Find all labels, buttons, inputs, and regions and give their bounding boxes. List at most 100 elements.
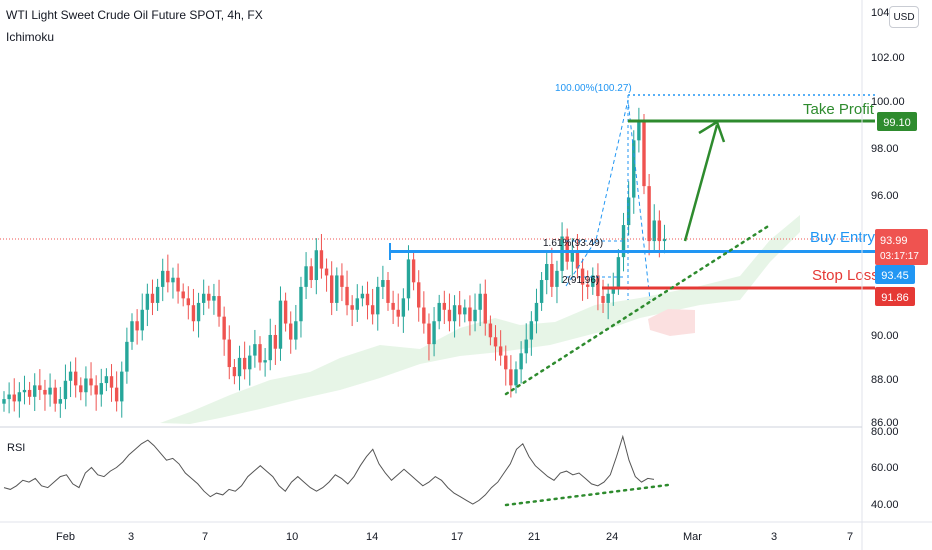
candle-body[interactable]: [273, 334, 278, 349]
candle-body[interactable]: [488, 323, 493, 338]
candle-body[interactable]: [360, 293, 365, 299]
candle-body[interactable]: [391, 302, 395, 310]
candle-body[interactable]: [140, 309, 144, 331]
candle[interactable]: [457, 291, 462, 327]
candle[interactable]: [519, 341, 523, 384]
candle[interactable]: [191, 288, 196, 332]
candle[interactable]: [376, 276, 380, 331]
candle[interactable]: [447, 293, 452, 332]
candle[interactable]: [294, 304, 298, 350]
candle[interactable]: [7, 382, 11, 414]
candle-body[interactable]: [309, 266, 313, 281]
candle-body[interactable]: [550, 263, 554, 287]
candle[interactable]: [401, 288, 406, 333]
candle-body[interactable]: [38, 385, 42, 390]
candle-body[interactable]: [457, 305, 462, 315]
candle-body[interactable]: [242, 357, 247, 370]
candle-body[interactable]: [606, 293, 610, 303]
candle-body[interactable]: [396, 309, 400, 317]
candle[interactable]: [478, 283, 482, 327]
candle[interactable]: [606, 283, 610, 320]
candle-body[interactable]: [212, 296, 216, 301]
candle-body[interactable]: [33, 385, 37, 397]
candle[interactable]: [104, 368, 109, 392]
candle[interactable]: [2, 391, 6, 412]
indicator-label[interactable]: Ichimoku: [6, 30, 55, 44]
candle-body[interactable]: [89, 378, 93, 386]
candle-body[interactable]: [611, 286, 615, 294]
candle-body[interactable]: [376, 286, 380, 315]
candle[interactable]: [657, 210, 662, 258]
candle[interactable]: [145, 283, 150, 327]
candle[interactable]: [596, 263, 600, 311]
candle-body[interactable]: [253, 344, 257, 356]
candle-body[interactable]: [632, 140, 636, 198]
candle[interactable]: [411, 251, 416, 291]
candle[interactable]: [591, 267, 595, 295]
candle-body[interactable]: [319, 250, 324, 269]
candle-body[interactable]: [186, 298, 191, 306]
candle-body[interactable]: [565, 236, 569, 262]
candle-body[interactable]: [406, 259, 411, 299]
candle[interactable]: [38, 369, 42, 401]
candle-body[interactable]: [355, 298, 359, 310]
candle[interactable]: [473, 293, 477, 332]
candle[interactable]: [150, 279, 155, 316]
candle[interactable]: [73, 357, 78, 398]
candle-body[interactable]: [570, 250, 575, 262]
candle[interactable]: [498, 330, 503, 366]
rsi-support-trendline[interactable]: [504, 483, 670, 507]
candle-body[interactable]: [114, 387, 119, 402]
candle[interactable]: [345, 270, 349, 316]
candle-body[interactable]: [155, 286, 160, 303]
candle[interactable]: [463, 299, 467, 323]
candle-body[interactable]: [514, 369, 518, 386]
candle[interactable]: [58, 386, 63, 418]
candle-body[interactable]: [365, 293, 370, 306]
candle-body[interactable]: [616, 257, 621, 287]
candle[interactable]: [555, 260, 559, 304]
candle[interactable]: [504, 345, 508, 386]
candle[interactable]: [248, 345, 252, 386]
candle[interactable]: [109, 364, 114, 402]
candle-body[interactable]: [94, 385, 98, 395]
candle-body[interactable]: [22, 389, 27, 393]
candle[interactable]: [452, 295, 457, 338]
candle-body[interactable]: [99, 383, 103, 395]
candle[interactable]: [335, 267, 339, 311]
candle-body[interactable]: [48, 387, 52, 395]
candle[interactable]: [601, 279, 605, 313]
candle-body[interactable]: [43, 389, 47, 395]
support-trendline[interactable]: [504, 223, 772, 396]
candle[interactable]: [545, 251, 549, 295]
candle[interactable]: [381, 265, 385, 300]
candle-body[interactable]: [73, 371, 78, 386]
candle[interactable]: [196, 292, 201, 338]
candle[interactable]: [432, 307, 436, 357]
candle-body[interactable]: [283, 300, 288, 324]
candle[interactable]: [340, 263, 344, 302]
candle-body[interactable]: [386, 280, 390, 303]
candle[interactable]: [12, 378, 16, 412]
candle[interactable]: [299, 276, 303, 338]
fib-projection-path[interactable]: [565, 99, 651, 301]
candle[interactable]: [539, 272, 544, 311]
candle[interactable]: [580, 258, 585, 301]
candle-body[interactable]: [555, 270, 559, 287]
candle[interactable]: [575, 233, 580, 279]
candle[interactable]: [314, 238, 319, 295]
candle-body[interactable]: [442, 302, 447, 310]
candle-body[interactable]: [207, 293, 211, 301]
candle[interactable]: [242, 341, 247, 380]
candle-body[interactable]: [12, 394, 16, 402]
candle[interactable]: [529, 311, 534, 356]
candle[interactable]: [268, 318, 272, 371]
candle[interactable]: [258, 336, 262, 371]
candle-body[interactable]: [642, 122, 646, 187]
candle-body[interactable]: [626, 197, 631, 226]
candle-body[interactable]: [662, 239, 667, 242]
candle[interactable]: [171, 267, 175, 299]
candle-body[interactable]: [329, 275, 334, 303]
candle[interactable]: [263, 348, 267, 377]
